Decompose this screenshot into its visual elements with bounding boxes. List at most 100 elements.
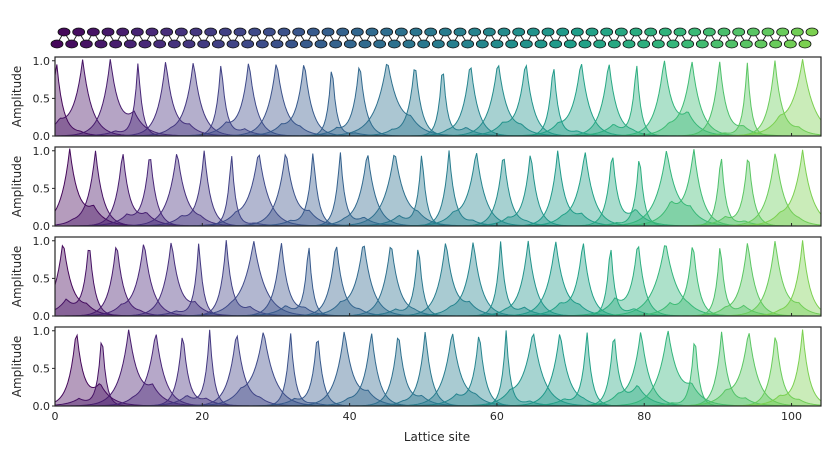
chain-site-top bbox=[702, 27, 716, 37]
chain-site-top bbox=[204, 27, 218, 37]
chain-site-top bbox=[570, 27, 584, 37]
wavefunction-peak bbox=[55, 334, 821, 406]
panel-1: 0.0 0.5 1.0 Amplitude bbox=[10, 55, 822, 143]
y-tick-label: 1.0 bbox=[33, 55, 51, 68]
chain-site-top bbox=[790, 27, 804, 37]
wavefunction-peak bbox=[55, 150, 821, 226]
x-tick-label: 80 bbox=[637, 410, 651, 423]
chain-site-top bbox=[72, 27, 86, 37]
chain-site-bottom bbox=[65, 39, 79, 49]
wavefunction-peak bbox=[55, 149, 821, 226]
chain-site-bottom bbox=[607, 39, 621, 49]
chain-site-bottom bbox=[725, 39, 739, 49]
wavefunction-peak bbox=[55, 249, 821, 316]
wavefunction-peak bbox=[55, 150, 821, 226]
wavefunction-peak bbox=[55, 62, 821, 136]
chain-site-bottom bbox=[769, 39, 783, 49]
chain-site-bottom bbox=[666, 39, 680, 49]
chain-site-bottom bbox=[197, 39, 211, 49]
chain-site-bottom bbox=[563, 39, 577, 49]
chain-site-bottom bbox=[343, 39, 357, 49]
chain-site-bottom bbox=[50, 39, 64, 49]
chain-site-top bbox=[629, 27, 643, 37]
chain-site-top bbox=[189, 27, 203, 37]
chain-site-bottom bbox=[373, 39, 387, 49]
wavefunction-peak bbox=[55, 243, 821, 316]
chain-site-bottom bbox=[123, 39, 137, 49]
chain-site-top bbox=[805, 27, 819, 37]
y-axis-label: Amplitude bbox=[10, 156, 24, 218]
chain-site-top bbox=[174, 27, 188, 37]
chain-site-top bbox=[365, 27, 379, 37]
chain-site-top bbox=[482, 27, 496, 37]
chain-site-bottom bbox=[534, 39, 548, 49]
chain-site-bottom bbox=[299, 39, 313, 49]
chain-site-top bbox=[394, 27, 408, 37]
chain-site-top bbox=[292, 27, 306, 37]
chain-site-top bbox=[556, 27, 570, 37]
chain-site-bottom bbox=[798, 39, 812, 49]
chain-site-top bbox=[336, 27, 350, 37]
chain-site-top bbox=[233, 27, 247, 37]
wavefunction-peak bbox=[55, 337, 821, 406]
y-axis-label: Amplitude bbox=[10, 336, 24, 398]
chain-site-bottom bbox=[153, 39, 167, 49]
y-tick-label: 1.0 bbox=[33, 145, 51, 158]
chain-site-top bbox=[57, 27, 71, 37]
chain-site-top bbox=[277, 27, 291, 37]
chain-site-bottom bbox=[211, 39, 225, 49]
chain-site-bottom bbox=[387, 39, 401, 49]
chain-site-top bbox=[512, 27, 526, 37]
y-axis-label: Amplitude bbox=[10, 66, 24, 128]
wavefunction-peak bbox=[55, 329, 821, 406]
chain-site-top bbox=[717, 27, 731, 37]
panel-frame bbox=[54, 236, 822, 317]
wavefunction-peak bbox=[55, 333, 821, 406]
panel-marks bbox=[55, 148, 821, 226]
wavefunction-peak bbox=[55, 60, 821, 136]
chain-site-top bbox=[658, 27, 672, 37]
chain-site-bottom bbox=[490, 39, 504, 49]
chain-site-bottom bbox=[681, 39, 695, 49]
y-tick-label: 0.5 bbox=[33, 272, 51, 285]
chain-site-top bbox=[541, 27, 555, 37]
chain-site-bottom bbox=[182, 39, 196, 49]
chain-site-top bbox=[600, 27, 614, 37]
wavefunction-peak bbox=[55, 159, 821, 226]
panel-marks bbox=[55, 59, 821, 136]
chain-site-top bbox=[248, 27, 262, 37]
chain-site-bottom bbox=[329, 39, 343, 49]
chain-site-bottom bbox=[417, 39, 431, 49]
chain-site-top bbox=[732, 27, 746, 37]
chain-site-top bbox=[321, 27, 335, 37]
wavefunction-peak bbox=[55, 242, 821, 316]
lattice-chain-diagram bbox=[50, 27, 819, 49]
y-tick-label: 0.5 bbox=[33, 92, 51, 105]
chain-site-top bbox=[350, 27, 364, 37]
chain-site-bottom bbox=[167, 39, 181, 49]
wavefunction-peak bbox=[55, 336, 821, 406]
wavefunction-peak bbox=[55, 69, 821, 136]
x-tick-label: 60 bbox=[490, 410, 504, 423]
wavefunction-peak bbox=[55, 61, 821, 136]
chain-site-top bbox=[409, 27, 423, 37]
y-tick-label: 0.5 bbox=[33, 362, 51, 375]
chain-site-bottom bbox=[314, 39, 328, 49]
wavefunction-peak bbox=[55, 67, 821, 136]
chain-site-bottom bbox=[226, 39, 240, 49]
y-tick-label: 0.0 bbox=[33, 400, 51, 413]
chain-site-top bbox=[424, 27, 438, 37]
wavefunction-peak bbox=[55, 153, 821, 226]
panel-frame bbox=[54, 56, 822, 137]
panel-marks bbox=[55, 329, 821, 406]
panel-frame bbox=[54, 146, 822, 227]
chain-site-top bbox=[453, 27, 467, 37]
chain-site-bottom bbox=[549, 39, 563, 49]
chain-site-bottom bbox=[255, 39, 269, 49]
chain-site-bottom bbox=[578, 39, 592, 49]
y-tick-label: 1.0 bbox=[33, 235, 51, 248]
chain-site-top bbox=[526, 27, 540, 37]
chain-site-bottom bbox=[695, 39, 709, 49]
panel-frame bbox=[54, 326, 822, 407]
wavefunction-peak bbox=[55, 63, 821, 136]
